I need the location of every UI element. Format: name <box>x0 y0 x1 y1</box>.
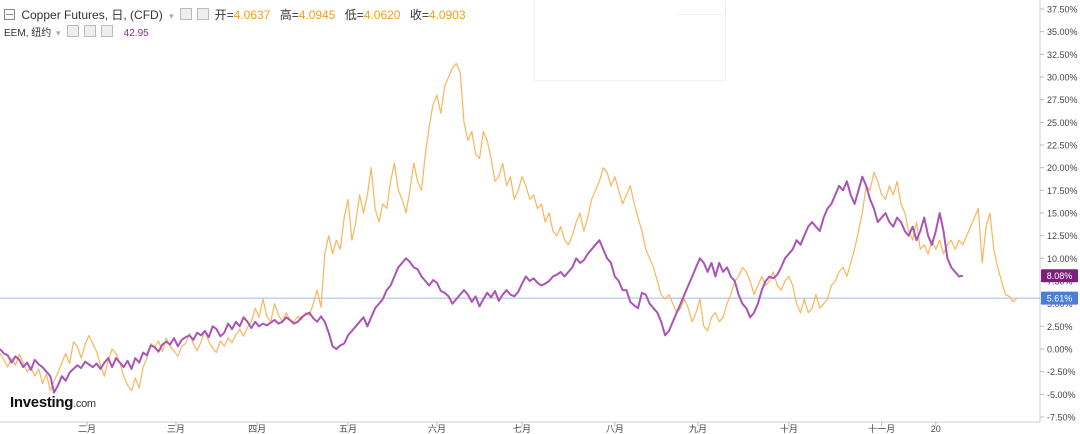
y-tick-label: 32.50% <box>1047 50 1078 60</box>
y-tick-label: 10.00% <box>1047 254 1078 264</box>
settings-icon[interactable] <box>179 8 192 20</box>
overlay-symbol: EEM, 纽约 <box>4 28 52 39</box>
x-tick-label: 九月 <box>689 424 707 434</box>
chart-header: Copper Futures, 日, (CFD) ▾ 开=4.0637 高=4.… <box>4 6 472 23</box>
ghost-tooltip-tab <box>676 0 724 15</box>
y-tick-label: 20.00% <box>1047 163 1078 173</box>
y-tick-label: 15.00% <box>1047 209 1078 219</box>
x-axis: 二月 三月 四月 五月 六月 七月 八月 九月 十月 十一月 20 <box>0 421 1040 434</box>
y-tick-label: -7.50% <box>1047 413 1076 423</box>
chevron-down-icon[interactable]: ▾ <box>169 11 174 21</box>
x-tick-label: 20 <box>931 424 941 434</box>
y-axis: 37.50% 35.00% 32.50% 30.00% 27.50% 25.00% 22.5… <box>1039 0 1078 423</box>
hide-icon[interactable] <box>197 8 210 20</box>
low-value: 4.0620 <box>363 8 401 22</box>
x-tick-label: 十月 <box>780 423 798 434</box>
y-tick-label: 22.50% <box>1047 141 1078 151</box>
x-tick-label: 四月 <box>248 424 266 434</box>
last-value-label: 8.08% <box>1047 271 1073 281</box>
high-value: 4.0945 <box>298 8 336 22</box>
open-label: 开= <box>214 8 234 22</box>
open-value: 4.0637 <box>233 8 271 22</box>
y-tick-label: 12.50% <box>1047 231 1078 241</box>
low-label: 低= <box>344 8 364 22</box>
overlay-hide-icon[interactable] <box>84 25 97 37</box>
copper-last-badge <box>1041 291 1078 305</box>
y-tick-label: 30.00% <box>1047 73 1078 83</box>
y-tick-label: 2.50% <box>1047 322 1073 332</box>
overlay-value: 42.95 <box>123 28 149 39</box>
overlay-chevron-icon[interactable]: ▾ <box>56 28 61 38</box>
eem-last-badge <box>1041 269 1078 283</box>
x-tick-label: 二月 <box>78 424 96 434</box>
investing-logo: Investing.com <box>10 394 96 411</box>
y-tick-label: 17.50% <box>1047 186 1078 196</box>
copper-series-line <box>0 62 1018 392</box>
eem-series-line <box>0 175 964 394</box>
collapse-icon[interactable] <box>4 9 15 20</box>
high-label: 高= <box>279 8 299 22</box>
overlay-close-icon[interactable] <box>100 25 113 37</box>
x-tick-label: 八月 <box>606 424 624 434</box>
y-tick-label: 37.50% <box>1047 5 1078 15</box>
overlay-header: EEM, 纽约 ▾ 42.95 <box>4 24 149 39</box>
x-tick-label: 五月 <box>339 424 357 434</box>
overlay-settings-icon[interactable] <box>67 25 80 37</box>
chart-series <box>0 62 1018 394</box>
y-tick-label: -5.00% <box>1047 390 1076 400</box>
y-tick-label: 35.00% <box>1047 27 1078 37</box>
x-tick-label: 六月 <box>428 423 446 434</box>
x-tick-label: 七月 <box>513 424 531 434</box>
y-tick-label: -2.50% <box>1047 367 1076 377</box>
close-label: 收= <box>409 8 429 22</box>
ghost-tooltip-panel <box>534 0 726 81</box>
x-tick-label: 十一月 <box>868 423 895 434</box>
close-value: 4.0903 <box>428 8 466 22</box>
y-tick-label: 0.00% <box>1047 345 1073 355</box>
symbol-title: Copper Futures, 日, (CFD) <box>21 8 163 22</box>
y-tick-label: 25.00% <box>1047 118 1078 128</box>
last-value-badges: 5.61% 8.08% <box>1041 269 1078 305</box>
last-value-label: 5.61% <box>1047 294 1073 304</box>
y-tick-label: 27.50% <box>1047 95 1078 105</box>
x-tick-label: 三月 <box>167 424 185 434</box>
